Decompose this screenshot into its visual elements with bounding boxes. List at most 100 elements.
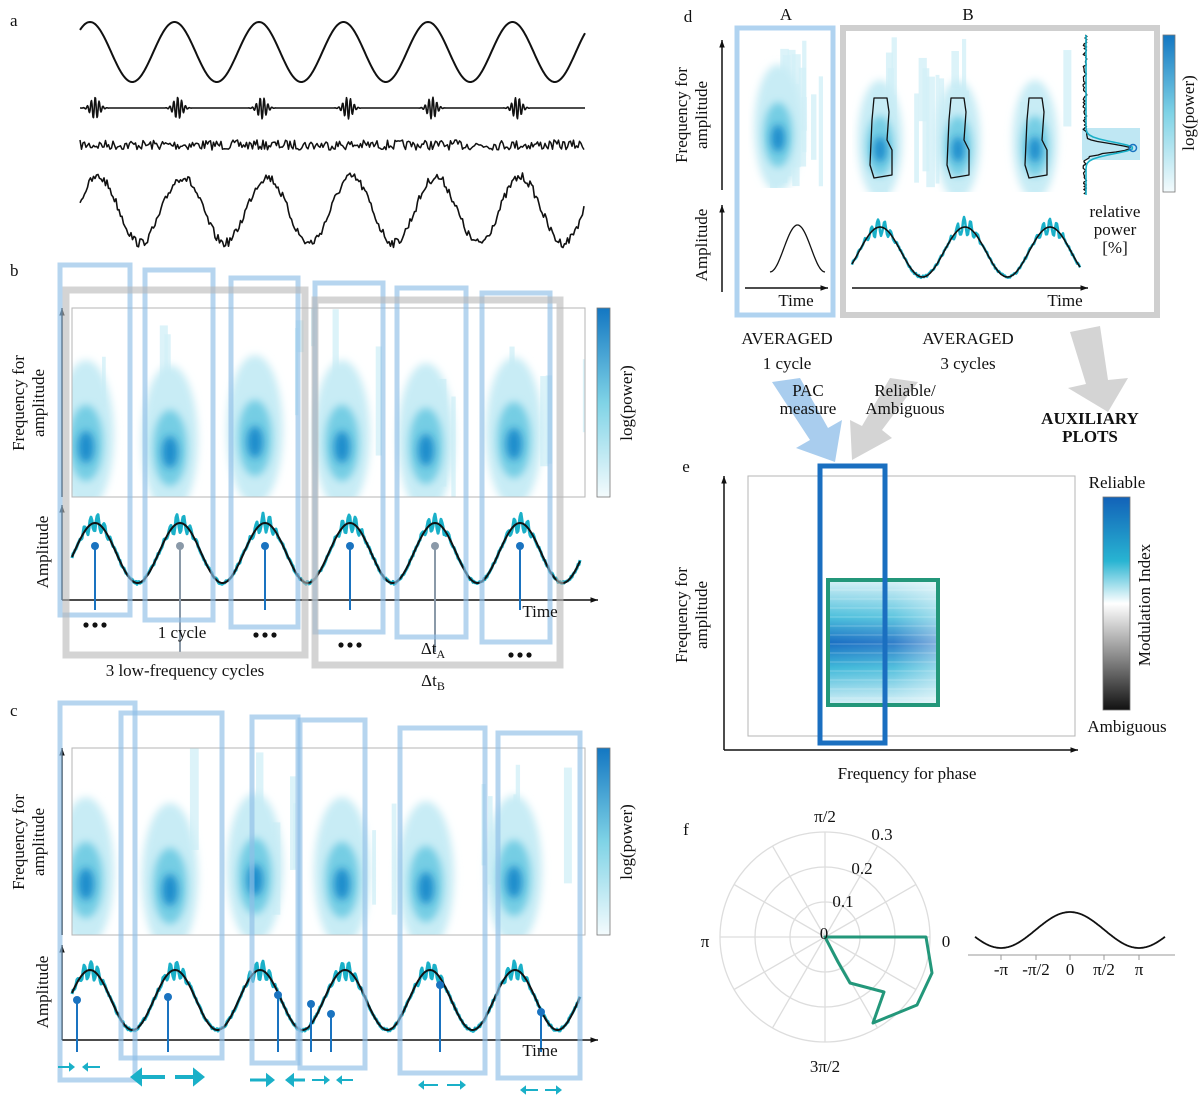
heatmap-streak [391, 803, 397, 915]
label: π/2 [814, 807, 836, 826]
polar-spoke [824, 883, 917, 938]
shift-arrowhead [69, 1062, 75, 1072]
stem-dot [436, 981, 444, 989]
heatmap-streak [159, 325, 168, 386]
stem-dot [164, 993, 172, 1001]
ellipsis-dot [347, 642, 353, 648]
label: -π [994, 960, 1009, 979]
label: AUXILIARY [1041, 409, 1139, 428]
axis-arrowhead [590, 597, 598, 603]
shift-arrowhead [418, 1080, 424, 1090]
label: Modulation Index [1135, 543, 1154, 666]
label: AVERAGED [741, 329, 832, 348]
flow-arrow [850, 378, 918, 460]
heatmap-blob [247, 864, 263, 896]
heatmap-blob [506, 866, 522, 898]
heatmap-blob [334, 868, 350, 900]
delta: Δt [421, 639, 437, 658]
heatmap-streak [540, 376, 549, 467]
ellipsis-dot [356, 642, 362, 648]
label: Time [1047, 291, 1082, 310]
heatmap [72, 308, 585, 497]
heatmap-streak [891, 37, 897, 150]
heatmap [754, 40, 823, 188]
heatmap-frame [71, 747, 586, 936]
heatmap [857, 37, 1072, 192]
cycle-window [142, 267, 216, 623]
polar-spoke [733, 883, 826, 938]
label: amplitude [29, 369, 48, 437]
polar-spoke [824, 845, 879, 938]
ellipsis-dot [338, 642, 344, 648]
delta-sub: B [437, 679, 445, 693]
label: PLOTS [1062, 427, 1118, 446]
heatmap-blob [1028, 136, 1042, 163]
label: Amplitude [33, 956, 52, 1029]
significance-contour [946, 97, 970, 179]
label: Time [778, 291, 813, 310]
ellipsis-dot [508, 652, 514, 658]
plot-frame [747, 475, 1076, 737]
flow-arrow [772, 378, 842, 462]
heatmap-streak [375, 346, 383, 456]
label: relative [1090, 202, 1141, 221]
shift-arrowhead [82, 1062, 88, 1072]
panel-label: a [10, 11, 18, 30]
label: log(power) [617, 365, 636, 441]
heatmap-blob [506, 428, 522, 460]
delta-label: ΔtB [421, 671, 445, 693]
heatmap-streak [951, 51, 959, 88]
axis-arrowhead [721, 476, 727, 484]
label: 3π/2 [810, 1057, 840, 1076]
heatmap [72, 748, 572, 935]
shift-arrowhead [324, 1075, 330, 1085]
stem-dot [307, 1000, 315, 1008]
label: Frequency for [672, 567, 691, 663]
label: 1 cycle [158, 623, 207, 642]
group-window [62, 286, 309, 659]
composite-wave [79, 172, 585, 249]
ellipsis-dot [92, 622, 98, 628]
heatmap-streak [918, 57, 927, 122]
label: Reliable/ [874, 381, 936, 400]
selected-band [817, 463, 888, 746]
label: 3 low-frequency cycles [106, 661, 265, 680]
label: Amplitude [33, 516, 52, 589]
label: π [1135, 960, 1144, 979]
ellipsis-dot [262, 632, 268, 638]
significance-contour [1024, 97, 1048, 179]
ellipsis-dot [271, 632, 277, 638]
burst-wave [79, 96, 586, 120]
heatmap-streak [811, 94, 817, 160]
axis-arrowhead [1070, 747, 1078, 753]
delta-label: ΔtA [421, 639, 446, 661]
label: Time [522, 602, 557, 621]
colorbar [1102, 496, 1131, 711]
polar-spoke [771, 936, 826, 1029]
label: Frequency for [672, 67, 691, 163]
ellipsis-dot [517, 652, 523, 658]
label: amplitude [692, 581, 711, 649]
low-frequency [71, 522, 581, 584]
label: B [962, 5, 973, 24]
heatmap-streak [926, 76, 935, 188]
heatmap-streak [582, 359, 585, 433]
label: Time [522, 1041, 557, 1060]
label: Reliable [1089, 473, 1146, 492]
ellipsis-dot [253, 632, 259, 638]
stem-dot [431, 542, 439, 550]
stem-dot [91, 542, 99, 550]
colorbar [596, 307, 611, 498]
stem-dot [346, 542, 354, 550]
heatmap-streak [515, 764, 521, 807]
heatmap-blob [162, 874, 178, 906]
average-window [840, 25, 1160, 318]
shift-arrowhead [460, 1080, 466, 1090]
average-window [734, 25, 836, 318]
shift-arrowhead [285, 1072, 294, 1088]
ellipsis-dot [83, 622, 89, 628]
cycle-window [479, 290, 553, 645]
stem-dot [73, 996, 81, 1004]
ellipsis-dot [526, 652, 532, 658]
